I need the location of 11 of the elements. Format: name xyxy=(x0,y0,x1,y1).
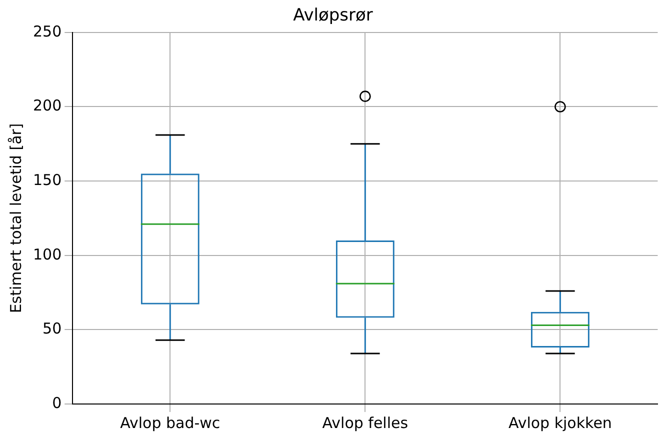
y-tick-label: 50 xyxy=(42,320,62,338)
y-tick-label: 100 xyxy=(32,245,62,264)
chart-title: Avløpsrør xyxy=(293,6,373,26)
x-tick-label: Avlop kjokken xyxy=(508,414,612,432)
y-axis-title: Estimert total levetid [år] xyxy=(6,123,25,314)
x-tick-label: Avlop felles xyxy=(322,414,408,432)
x-tick-label: Avlop bad-wc xyxy=(120,414,220,432)
y-tick-label: 150 xyxy=(32,170,62,189)
y-tick-label: 0 xyxy=(52,394,62,412)
y-tick-label: 250 xyxy=(32,22,62,40)
y-tick-label: 200 xyxy=(32,96,62,115)
